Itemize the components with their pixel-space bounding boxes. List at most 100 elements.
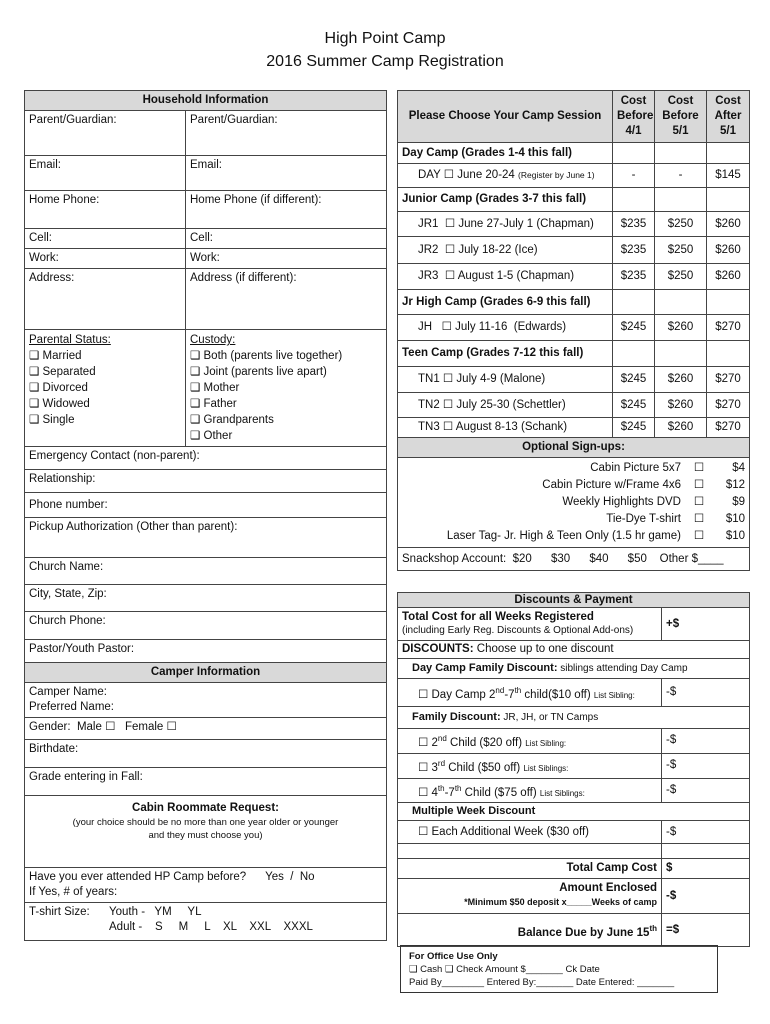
total-camp-cost-value[interactable]: $ bbox=[661, 858, 750, 880]
email2-field[interactable]: Email: bbox=[185, 155, 387, 191]
tshirt-size-field[interactable]: T-shirt Size: Youth - YM YL Adult - S M L … bbox=[24, 902, 387, 941]
amount-enclosed-value[interactable]: -$ bbox=[661, 878, 750, 915]
col-before-5-1: Cost Before 5/1 bbox=[654, 90, 707, 143]
option-divorced[interactable]: ❑ Divorced bbox=[29, 382, 88, 394]
birthdate-field[interactable]: Birthdate: bbox=[24, 739, 387, 768]
daycamp-sibling-value[interactable]: -$ bbox=[661, 678, 750, 707]
additional-week-option[interactable]: ☐ Each Additional Week ($30 off) bbox=[397, 820, 662, 845]
pastor-field[interactable]: Pastor/Youth Pastor: bbox=[24, 639, 387, 663]
optional-item[interactable]: Laser Tag- Jr. High & Teen Only (1.5 hr … bbox=[402, 528, 745, 545]
checkbox-icon[interactable]: ☐ bbox=[693, 479, 705, 491]
option-widowed[interactable]: ❑ Widowed bbox=[29, 398, 90, 410]
option-separated[interactable]: ❑ Separated bbox=[29, 366, 96, 378]
second-child-option[interactable]: ☐ 2nd Child ($20 off) List Sibling: bbox=[397, 728, 662, 754]
third-child-value[interactable]: -$ bbox=[661, 752, 750, 779]
optional-item-price: $10 bbox=[725, 513, 745, 525]
option-married[interactable]: ❑ Married bbox=[29, 350, 82, 362]
optional-item-price: $4 bbox=[732, 462, 745, 474]
snackshop-field[interactable]: Snackshop Account: $20 $30 $40 $50 Other… bbox=[397, 547, 750, 571]
optional-item[interactable]: Weekly Highlights DVD ☐ $9 bbox=[402, 494, 745, 511]
optional-item[interactable]: Cabin Picture 5x7 ☐ $4 bbox=[402, 460, 745, 477]
session-option[interactable]: JR1 ☐ June 27-July 1 (Chapman) bbox=[397, 211, 613, 237]
session-row: TN3 ☐ August 8-13 (Schank) $245 $260 $270 bbox=[397, 417, 750, 438]
years-field[interactable]: If Yes, # of years: bbox=[29, 886, 118, 898]
optional-item-label: Tie-Dye T-shirt bbox=[606, 513, 681, 525]
option-both[interactable]: ❑ Both (parents live together) bbox=[190, 350, 343, 362]
camper-name-field[interactable]: Camper Name: bbox=[29, 686, 107, 698]
roommate-request-field[interactable]: Cabin Roommate Request: (your choice shou… bbox=[24, 795, 387, 868]
option-joint[interactable]: ❑ Joint (parents live apart) bbox=[190, 366, 327, 378]
home-phone2-field[interactable]: Home Phone (if different): bbox=[185, 190, 387, 229]
parental-status-group: Parental Status: ❑ Married ❑ Separated ❑… bbox=[24, 329, 186, 447]
emergency-contact-field[interactable]: Emergency Contact (non-parent): bbox=[24, 446, 387, 470]
email1-field[interactable]: Email: bbox=[24, 155, 186, 191]
parent1-field[interactable]: Parent/Guardian: bbox=[24, 110, 186, 156]
cell2-field[interactable]: Cell: bbox=[185, 228, 387, 249]
phone-number-field[interactable]: Phone number: bbox=[24, 492, 387, 518]
option-single[interactable]: ❑ Single bbox=[29, 414, 75, 426]
checkbox-icon[interactable]: ☐ bbox=[693, 530, 705, 542]
home-phone1-field[interactable]: Home Phone: bbox=[24, 190, 186, 229]
session-option[interactable]: TN3 ☐ August 8-13 (Schank) bbox=[397, 417, 613, 438]
church-name-field[interactable]: Church Name: bbox=[24, 557, 387, 585]
relationship-field[interactable]: Relationship: bbox=[24, 469, 387, 493]
city-state-zip-field[interactable]: City, State, Zip: bbox=[24, 584, 387, 612]
total-weeks-value[interactable]: +$ bbox=[661, 607, 750, 641]
attended-field[interactable]: Have you ever attended HP Camp before? Y… bbox=[29, 871, 315, 883]
option-other[interactable]: ❑ Other bbox=[190, 430, 233, 442]
deposit-note: *Minimum $50 deposit x_____Weeks of camp bbox=[464, 897, 657, 908]
office-title: For Office Use Only bbox=[409, 951, 498, 962]
camp-group-title: Junior Camp (Grades 3-7 this fall) bbox=[397, 187, 613, 212]
session-option[interactable]: JR3 ☐ August 1-5 (Chapman) bbox=[397, 263, 613, 290]
session-option[interactable]: JR2 ☐ July 18-22 (Ice) bbox=[397, 236, 613, 264]
youth-sizes: Youth - YM YL bbox=[109, 906, 202, 918]
custody-group: Custody: ❑ Both (parents live together) … bbox=[185, 329, 387, 447]
session-price: $260 bbox=[654, 366, 707, 393]
balance-due-value[interactable]: =$ bbox=[661, 913, 750, 948]
option-grandparents[interactable]: ❑ Grandparents bbox=[190, 414, 274, 426]
adult-sizes: Adult - S M L XL XXL XXXL bbox=[109, 921, 313, 933]
third-child-option[interactable]: ☐ 3rd Child ($50 off) List Siblings: bbox=[397, 752, 662, 779]
checkbox-icon[interactable]: ☐ bbox=[693, 496, 705, 508]
session-option[interactable]: TN2 ☐ July 25-30 (Schettler) bbox=[397, 392, 613, 418]
address1-field[interactable]: Address: bbox=[24, 268, 186, 330]
gender-field[interactable]: Gender: Male ☐ Female ☐ bbox=[24, 717, 387, 740]
amount-enclosed-label: Amount Enclosed bbox=[559, 882, 657, 895]
work2-field[interactable]: Work: bbox=[185, 248, 387, 269]
daycamp-sibling-option[interactable]: ☐ Day Camp 2nd-7th child($10 off) List S… bbox=[397, 678, 662, 707]
session-row: DAY ☐ June 20-24 (Register by June 1) - - $… bbox=[397, 163, 750, 188]
address2-field[interactable]: Address (if different): bbox=[185, 268, 387, 330]
optional-list: Cabin Picture 5x7 ☐ $4 Cabin Picture w/Fram… bbox=[397, 457, 750, 548]
session-price: $260 bbox=[654, 314, 707, 341]
checkbox-icon[interactable]: ☐ bbox=[693, 513, 705, 525]
total-weeks-note: (including Early Reg. Discounts & Option… bbox=[402, 625, 634, 636]
session-price: $260 bbox=[706, 236, 750, 264]
session-row: JH ☐ July 11-16 (Edwards) $245 $260 $270 bbox=[397, 314, 750, 341]
checkbox-icon[interactable]: ☐ bbox=[693, 462, 705, 474]
church-phone-field[interactable]: Church Phone: bbox=[24, 611, 387, 640]
grade-field[interactable]: Grade entering in Fall: bbox=[24, 767, 387, 796]
session-option[interactable]: DAY ☐ June 20-24 (Register by June 1) bbox=[397, 163, 613, 188]
attended-cell: Have you ever attended HP Camp before? Y… bbox=[24, 867, 387, 903]
session-option[interactable]: TN1 ☐ July 4-9 (Malone) bbox=[397, 366, 613, 393]
discounts-label: DISCOUNTS: bbox=[402, 643, 474, 655]
fourth-child-value[interactable]: -$ bbox=[661, 777, 750, 804]
session-price: $270 bbox=[706, 366, 750, 393]
optional-item[interactable]: Tie-Dye T-shirt ☐ $10 bbox=[402, 511, 745, 528]
preferred-name-field[interactable]: Preferred Name: bbox=[29, 701, 115, 713]
work1-field[interactable]: Work: bbox=[24, 248, 186, 269]
option-mother[interactable]: ❑ Mother bbox=[190, 382, 240, 394]
session-price: $260 bbox=[706, 263, 750, 290]
parent2-field[interactable]: Parent/Guardian: bbox=[185, 110, 387, 156]
second-child-value[interactable]: -$ bbox=[661, 728, 750, 754]
session-header: Please Choose Your Camp Session bbox=[397, 90, 613, 143]
session-option[interactable]: JH ☐ July 11-16 (Edwards) bbox=[397, 314, 613, 341]
optional-item[interactable]: Cabin Picture w/Frame 4x6 ☐ $12 bbox=[402, 477, 745, 494]
cell1-field[interactable]: Cell: bbox=[24, 228, 186, 249]
fourth-child-option[interactable]: ☐ 4th-7th Child ($75 off) List Siblings: bbox=[397, 777, 662, 804]
option-father[interactable]: ❑ Father bbox=[190, 398, 237, 410]
session-price: $245 bbox=[612, 417, 655, 438]
pickup-authorization-field[interactable]: Pickup Authorization (Other than parent)… bbox=[24, 517, 387, 558]
session-price: $260 bbox=[706, 211, 750, 237]
additional-week-value[interactable]: -$ bbox=[661, 820, 750, 845]
